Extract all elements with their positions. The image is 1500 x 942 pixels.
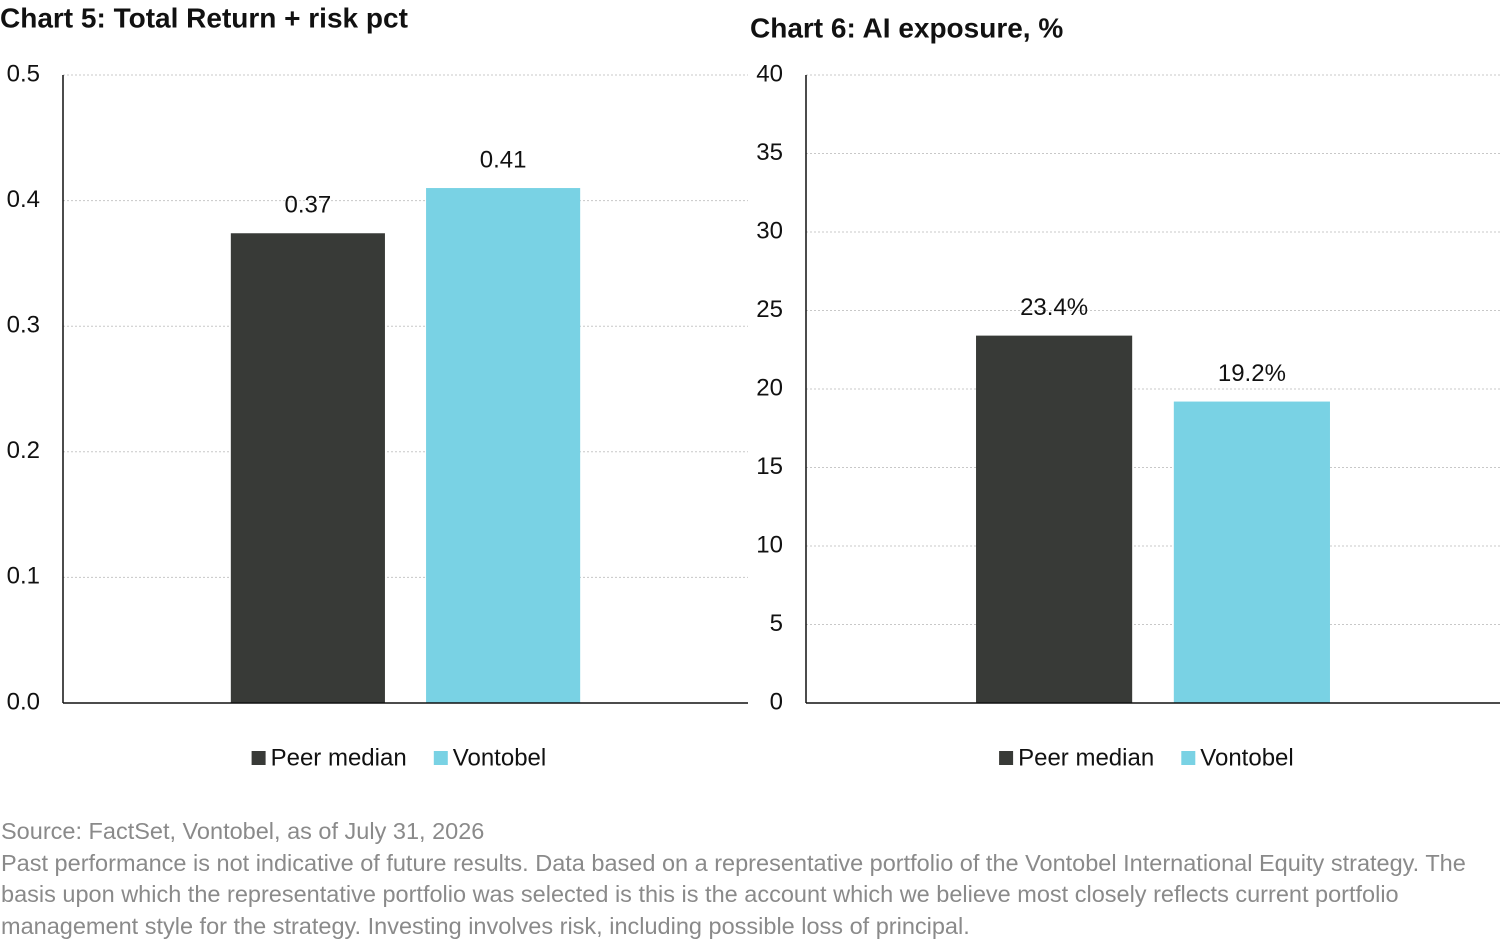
value-label: 19.2%: [1218, 360, 1286, 387]
value-label: 23.4%: [1020, 294, 1088, 321]
y-tick-label: 30: [756, 217, 783, 244]
y-tick-label: 20: [756, 374, 783, 401]
bar: [1173, 401, 1330, 703]
y-tick-label: 0.4: [7, 186, 40, 213]
legend-swatch: [251, 751, 266, 765]
y-tick-label: 40: [756, 60, 783, 87]
footer: Source: FactSet, Vontobel, as of July 31…: [1, 816, 1496, 942]
y-tick-label: 0.1: [7, 563, 40, 590]
bar: [976, 335, 1133, 703]
legend-label: Peer median: [1018, 744, 1154, 771]
chart-title: Chart 5: Total Return + risk pct: [0, 2, 408, 33]
legend-swatch: [433, 751, 448, 765]
legend-swatch: [1181, 751, 1196, 765]
y-tick-label: 0.2: [7, 437, 40, 464]
charts: Chart 5: Total Return + risk pct 0.0 0.1 0.…: [0, 2, 1500, 771]
value-label: 0.37: [285, 192, 332, 219]
bar: [426, 188, 581, 704]
legend-swatch: [999, 751, 1014, 765]
y-tick-label: 25: [756, 296, 783, 323]
y-tick-label: 5: [770, 610, 783, 637]
y-tick-label: 15: [756, 453, 783, 480]
bar: [230, 233, 385, 704]
y-tick-label: 0: [770, 688, 783, 715]
y-tick-label: 0.3: [7, 312, 40, 339]
y-tick-label: 0.5: [7, 60, 40, 87]
legend-label: Peer median: [271, 744, 407, 771]
source: Source: FactSet, Vontobel, as of July 31…: [1, 818, 485, 844]
y-tick-label: 0.0: [7, 688, 40, 715]
value-label: 0.41: [480, 146, 527, 173]
y-tick-label: 10: [756, 531, 783, 558]
note: Past performance is not indicative of fu…: [1, 849, 1466, 939]
y-tick-label: 35: [756, 139, 783, 166]
legend-label: Vontobel: [1200, 744, 1293, 771]
legend-label: Vontobel: [453, 744, 546, 771]
chart-title: Chart 6: AI exposure, %: [750, 12, 1063, 43]
